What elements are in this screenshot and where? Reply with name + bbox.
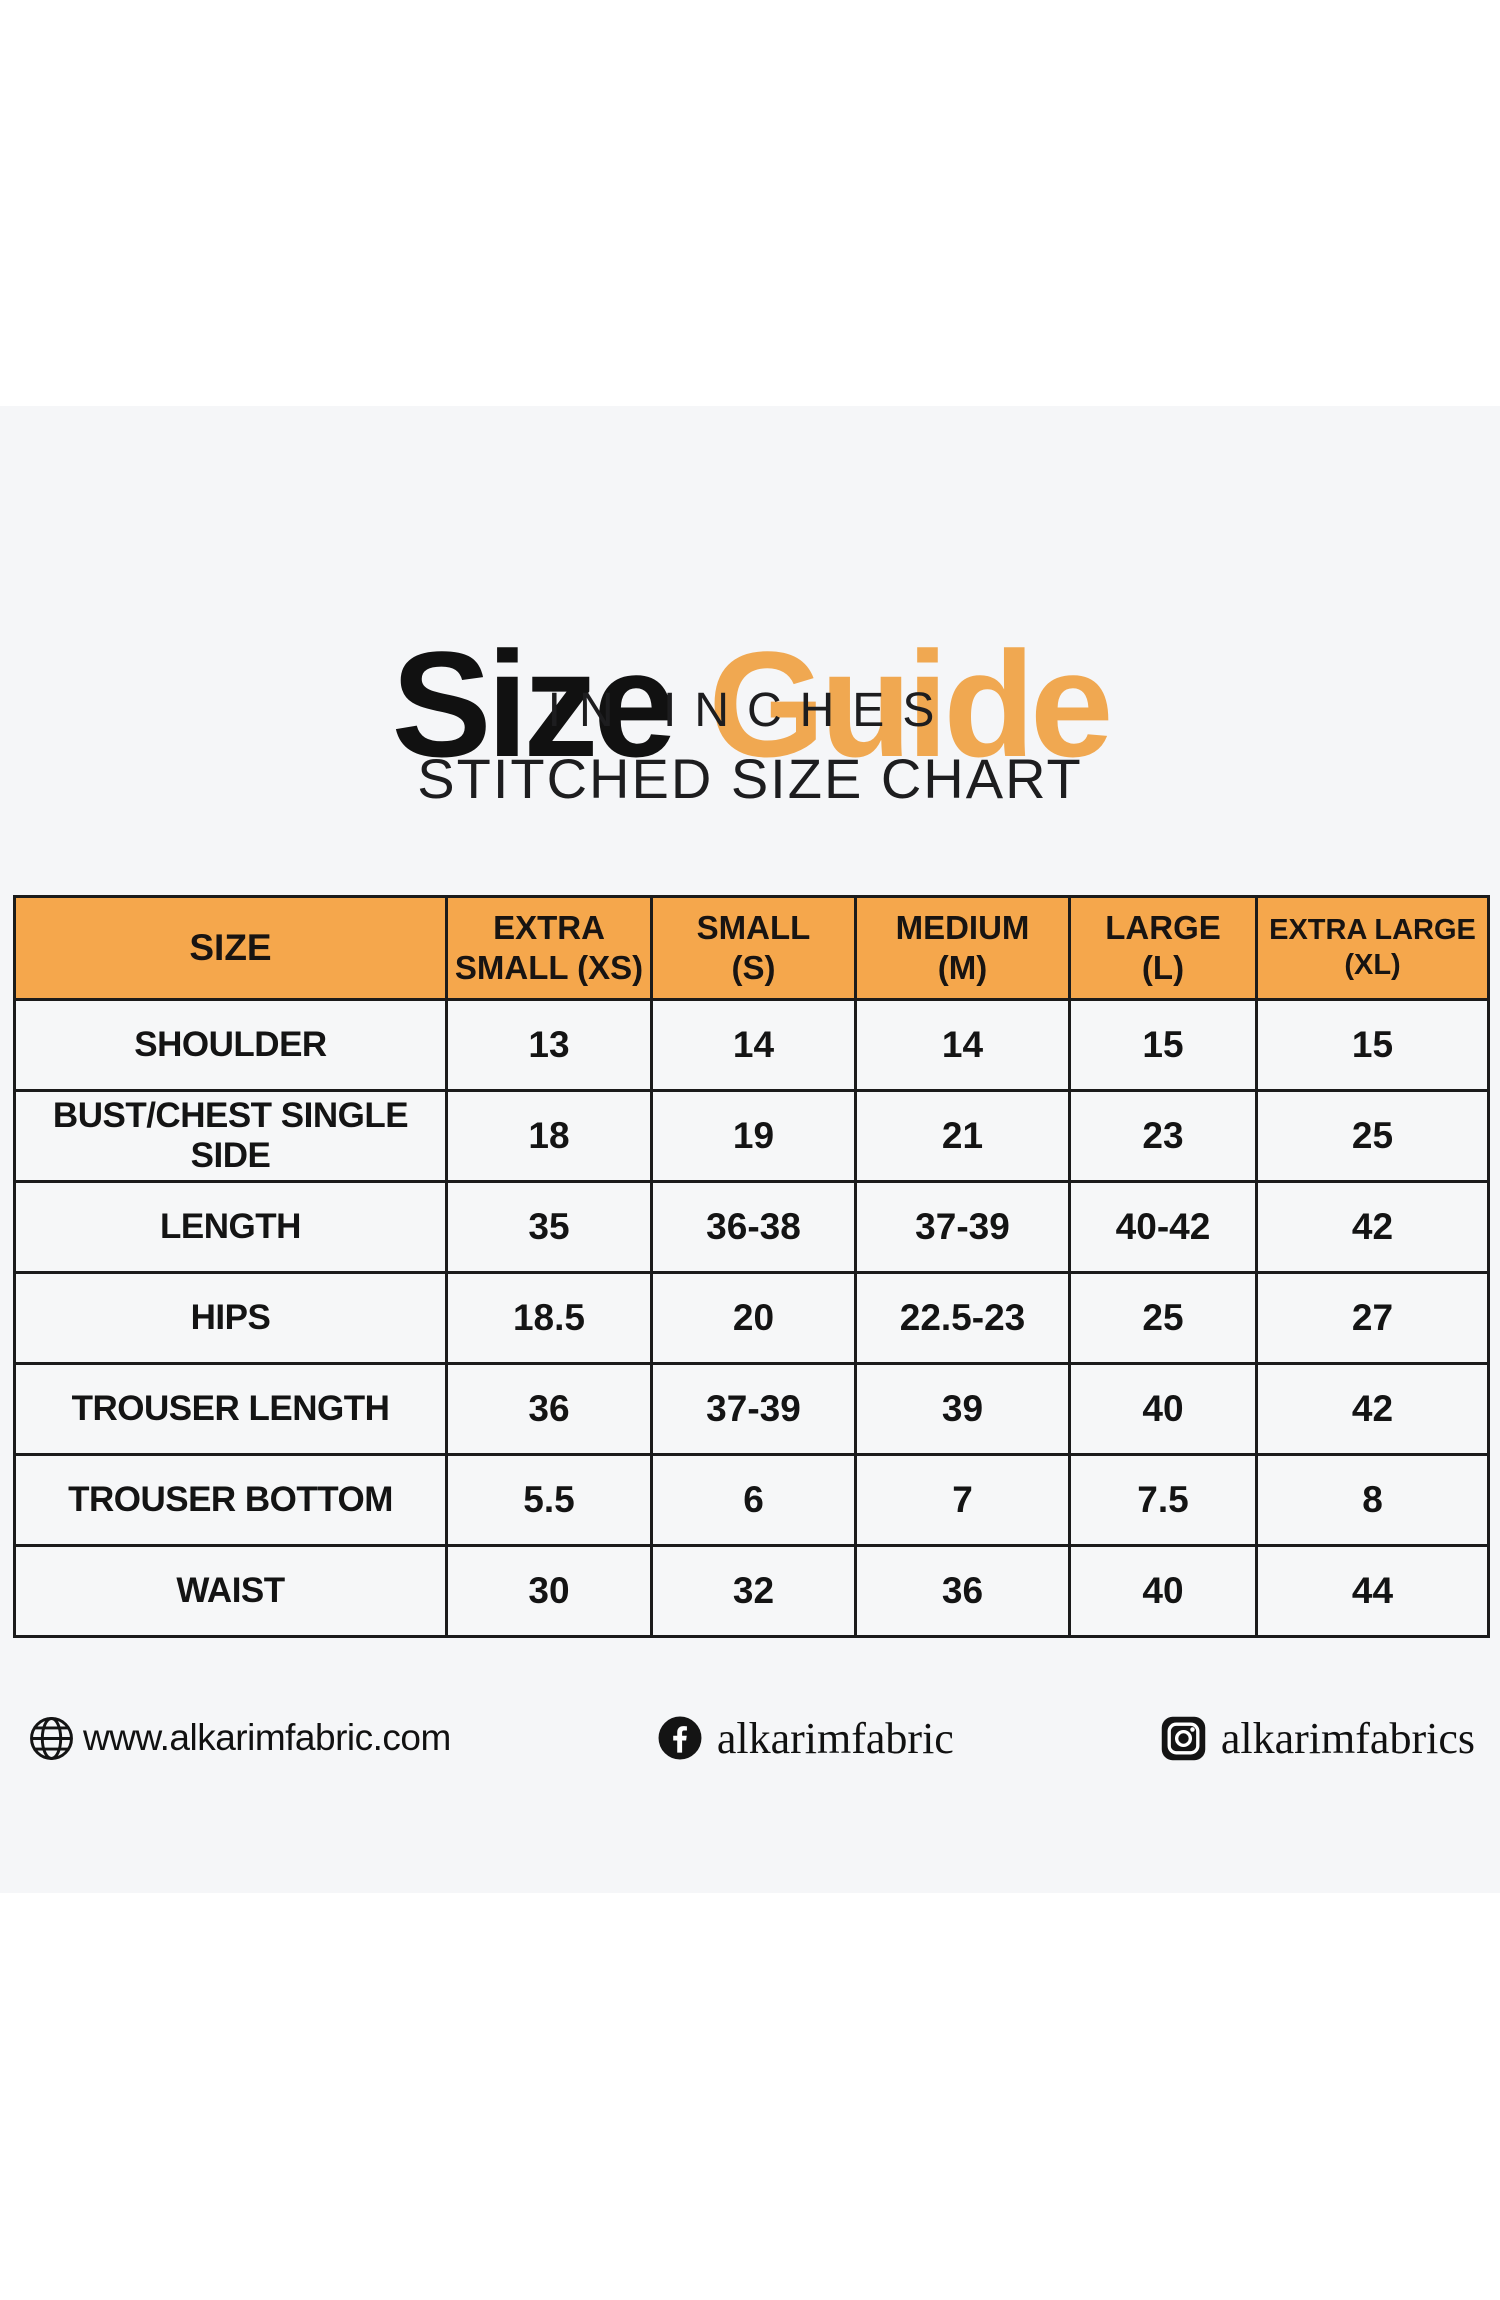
table-cell: 21 xyxy=(854,1089,1071,1183)
table-cell: 14 xyxy=(650,998,857,1092)
column-header-m: MEDIUM (M) xyxy=(854,895,1071,1001)
table-cell: 35 xyxy=(445,1180,653,1274)
subtitle-in-inches: IN INCHES xyxy=(547,684,953,737)
table-cell: 40-42 xyxy=(1068,1180,1258,1274)
table-cell: 19 xyxy=(650,1089,857,1183)
table-cell: 14 xyxy=(854,998,1071,1092)
table-cell: 44 xyxy=(1255,1544,1490,1638)
globe-icon xyxy=(30,1716,73,1760)
website-link[interactable]: www.alkarimfabric.com xyxy=(28,1715,451,1762)
title-word-guide: Guide xyxy=(708,619,1113,788)
table-row: HIPS 18.5 20 22.5-23 25 27 xyxy=(13,1271,1490,1365)
table-cell: 15 xyxy=(1068,998,1258,1092)
table-cell: 37-39 xyxy=(650,1362,857,1456)
table-cell: 7 xyxy=(854,1453,1071,1547)
column-header-l: LARGE (L) xyxy=(1068,895,1258,1001)
table-row: TROUSER LENGTH 36 37-39 39 40 42 xyxy=(13,1362,1490,1456)
table-row: LENGTH 35 36-38 37-39 40-42 42 xyxy=(13,1180,1490,1274)
table-cell: 5.5 xyxy=(445,1453,653,1547)
column-header-s: SMALL (S) xyxy=(650,895,857,1001)
instagram-link[interactable]: alkarimfabrics xyxy=(1160,1713,1475,1764)
table-cell: 36 xyxy=(854,1544,1071,1638)
table-cell: 7.5 xyxy=(1068,1453,1258,1547)
table-row: TROUSER BOTTOM 5.5 6 7 7.5 8 xyxy=(13,1453,1490,1547)
table-cell: 30 xyxy=(445,1544,653,1638)
facebook-icon xyxy=(658,1716,702,1760)
table-cell: 6 xyxy=(650,1453,857,1547)
table-cell: 40 xyxy=(1068,1544,1258,1638)
table-cell: 13 xyxy=(445,998,653,1092)
table-cell: 36-38 xyxy=(650,1180,857,1274)
page-title: Size Guide xyxy=(0,629,1500,779)
table-cell: 27 xyxy=(1255,1271,1490,1365)
table-cell: 23 xyxy=(1068,1089,1258,1183)
table-row: WAIST 30 32 36 40 44 xyxy=(13,1544,1490,1638)
table-cell: 40 xyxy=(1068,1362,1258,1456)
row-label: TROUSER BOTTOM xyxy=(13,1453,448,1547)
table-cell: 42 xyxy=(1255,1362,1490,1456)
row-label: WAIST xyxy=(13,1544,448,1638)
facebook-handle: alkarimfabric xyxy=(716,1713,954,1763)
row-label: HIPS xyxy=(13,1271,448,1365)
column-header-xs: EXTRA SMALL (XS) xyxy=(445,895,653,1001)
instagram-icon xyxy=(1161,1716,1206,1760)
table-row: BUST/CHEST SINGLE SIDE 18 19 21 23 25 xyxy=(13,1089,1490,1183)
table-cell: 25 xyxy=(1068,1271,1258,1365)
table-cell: 15 xyxy=(1255,998,1490,1092)
subtitle-stitched-size-chart: STITCHED SIZE CHART xyxy=(417,747,1083,810)
table-cell: 8 xyxy=(1255,1453,1490,1547)
table-cell: 36 xyxy=(445,1362,653,1456)
table-row: SHOULDER 13 14 14 15 15 xyxy=(13,998,1490,1092)
column-header-size: SIZE xyxy=(13,895,448,1001)
size-chart-table: SIZE EXTRA SMALL (XS) SMALL (S) MEDIUM (M) … xyxy=(13,895,1490,1638)
table-cell: 22.5-23 xyxy=(854,1271,1071,1365)
table-cell: 39 xyxy=(854,1362,1071,1456)
table-cell: 42 xyxy=(1255,1180,1490,1274)
table-cell: 18 xyxy=(445,1089,653,1183)
instagram-handle: alkarimfabrics xyxy=(1220,1713,1475,1763)
row-label: LENGTH xyxy=(13,1180,448,1274)
header-row: SIZE EXTRA SMALL (XS) SMALL (S) MEDIUM (M) … xyxy=(13,895,1490,1001)
table-cell: 37-39 xyxy=(854,1180,1071,1274)
column-header-xl: EXTRA LARGE (XL) xyxy=(1255,895,1490,1001)
row-label: TROUSER LENGTH xyxy=(13,1362,448,1456)
table-cell: 18.5 xyxy=(445,1271,653,1365)
table-cell: 32 xyxy=(650,1544,857,1638)
table-cell: 20 xyxy=(650,1271,857,1365)
footer: www.alkarimfabric.com alkarimfabric alka… xyxy=(0,1702,1500,1774)
website-text: www.alkarimfabric.com xyxy=(83,1717,451,1758)
row-label: BUST/CHEST SINGLE SIDE xyxy=(13,1089,448,1183)
title-word-size: Size xyxy=(391,619,677,788)
row-label: SHOULDER xyxy=(13,998,448,1092)
facebook-link[interactable]: alkarimfabric xyxy=(657,1713,954,1764)
table-cell: 25 xyxy=(1255,1089,1490,1183)
